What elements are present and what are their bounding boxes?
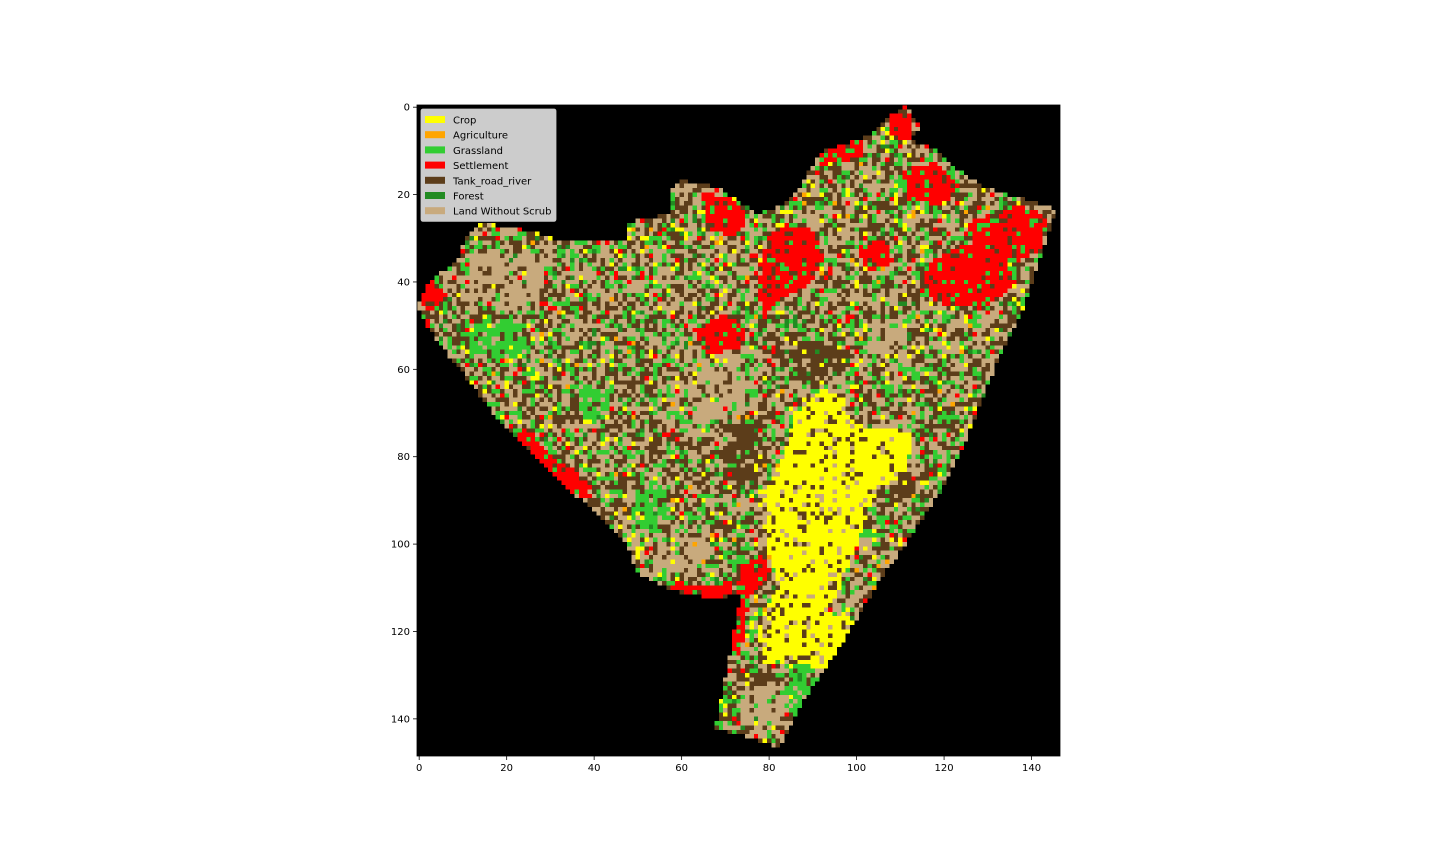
y-tick-label: 0 <box>404 103 410 114</box>
legend-swatch <box>425 192 445 199</box>
y-tick-label: 20 <box>397 190 410 201</box>
x-tick-label: 100 <box>847 763 866 774</box>
plot-frame <box>416 104 1061 757</box>
x-axis-ticks: 0 20 40 60 80 100 120 140 <box>416 756 1041 774</box>
x-tick-label: 60 <box>675 763 688 774</box>
legend-swatch <box>425 146 445 154</box>
legend-label: Settlement <box>453 161 509 172</box>
legend-swatch <box>425 176 445 184</box>
legend-label: Forest <box>453 192 484 203</box>
y-tick-label: 60 <box>397 365 410 376</box>
x-tick-label: 20 <box>500 763 513 774</box>
y-axis-ticks: 0 20 40 60 80 100 120 140 <box>391 103 417 725</box>
legend-label: Grassland <box>453 146 503 157</box>
y-tick-label: 100 <box>391 540 410 551</box>
y-tick-label: 140 <box>391 714 410 725</box>
x-tick-label: 80 <box>763 763 776 774</box>
legend-swatch <box>425 161 445 169</box>
legend-label: Crop <box>453 116 476 127</box>
y-tick-label: 40 <box>397 277 410 288</box>
x-tick-label: 40 <box>588 763 601 774</box>
x-tick-label: 0 <box>416 763 422 774</box>
legend-swatch <box>425 131 445 139</box>
y-tick-label: 120 <box>391 627 410 638</box>
x-tick-label: 120 <box>935 763 954 774</box>
legend: Crop Agriculture Grassland Settlement Tank_r… <box>420 108 557 222</box>
y-tick-label: 80 <box>397 452 410 463</box>
legend-swatch <box>425 207 445 215</box>
legend-swatch <box>425 116 445 123</box>
legend-label: Agriculture <box>453 131 508 142</box>
legend-background <box>420 108 557 222</box>
x-tick-label: 140 <box>1022 763 1041 774</box>
legend-label: Tank_road_river <box>452 176 532 187</box>
legend-label: Land Without Scrub <box>453 207 551 218</box>
